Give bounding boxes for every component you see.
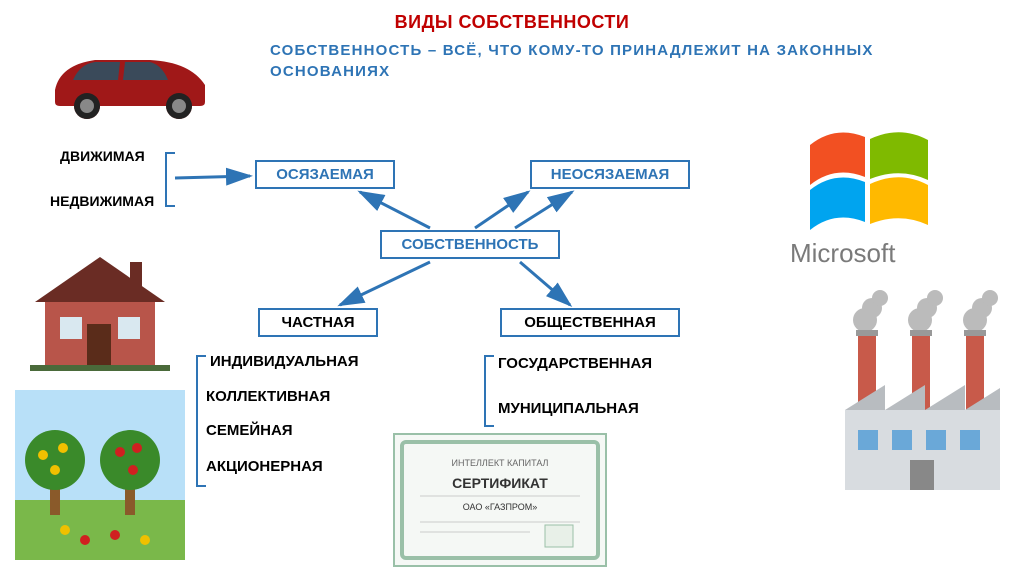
box-property: СОБСТВЕННОСТЬ — [380, 230, 560, 259]
bracket-movable-group — [165, 152, 175, 207]
orchard-icon — [15, 390, 185, 560]
box-tangible: ОСЯЗАЕМАЯ — [255, 160, 395, 189]
certificate-icon: ИНТЕЛЛЕКТ КАПИТАЛ СЕРТИФИКАТ ОАО «ГАЗПРО… — [390, 430, 610, 570]
item-shareholder: АКЦИОНЕРНАЯ — [206, 458, 323, 475]
cert-subtitle: ОАО «ГАЗПРОМ» — [463, 502, 538, 512]
factory-icon — [830, 290, 1015, 500]
cert-title: СЕРТИФИКАТ — [452, 475, 548, 491]
label-immovable: НЕДВИЖИМАЯ — [50, 193, 154, 209]
bracket-private-items — [196, 355, 206, 487]
windows-logo-icon — [770, 120, 970, 240]
item-municipal: МУНИЦИПАЛЬНАЯ — [498, 400, 639, 417]
house-icon — [20, 242, 180, 372]
label-movable: ДВИЖИМАЯ — [60, 148, 145, 164]
box-public: ОБЩЕСТВЕННАЯ — [500, 308, 680, 337]
page-subtitle: СОБСТВЕННОСТЬ – ВСЁ, ЧТО КОМУ-ТО ПРИНАДЛ… — [270, 40, 984, 82]
svg-text:ИНТЕЛЛЕКТ КАПИТАЛ: ИНТЕЛЛЕКТ КАПИТАЛ — [452, 458, 549, 468]
microsoft-label: Microsoft — [790, 238, 895, 269]
item-collective: КОЛЛЕКТИВНАЯ — [206, 388, 330, 405]
page-title: ВИДЫ СОБСТВЕННОСТИ — [395, 12, 630, 33]
item-family: СЕМЕЙНАЯ — [206, 422, 293, 439]
box-intangible: НЕОСЯЗАЕМАЯ — [530, 160, 690, 189]
bracket-public-items — [484, 355, 494, 427]
item-individual: ИНДИВИДУАЛЬНАЯ — [210, 353, 359, 370]
car-icon — [40, 30, 220, 125]
item-state: ГОСУДАРСТВЕННАЯ — [498, 355, 652, 372]
box-private: ЧАСТНАЯ — [258, 308, 378, 337]
